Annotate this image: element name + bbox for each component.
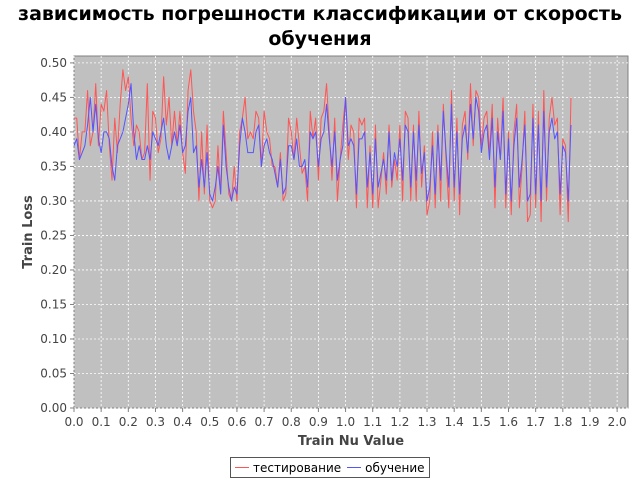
y-tick-label: 0.35 — [40, 159, 67, 173]
y-axis-label: Train Loss — [21, 195, 36, 269]
y-tick-label: 0.25 — [40, 228, 67, 242]
legend: тестирование обучение — [230, 457, 430, 478]
y-tick-label: 0.40 — [40, 125, 67, 139]
x-tick-label: 0.8 — [282, 415, 301, 429]
x-tick-label: 1.7 — [526, 415, 545, 429]
x-tick-label: 1.1 — [363, 415, 382, 429]
x-tick-label: 0.9 — [309, 415, 328, 429]
x-tick-label: 1.9 — [580, 415, 599, 429]
axes: 0.00 0.05 0.10 0.15 0.20 0.25 0.30 0.35 0.40 0.45… — [40, 56, 626, 429]
legend-swatch-train — [347, 467, 362, 468]
x-tick-label: 0.3 — [146, 415, 165, 429]
y-tick-label: 0.20 — [40, 263, 67, 277]
chart-title: зависимость погрешности классификации от… — [18, 3, 622, 50]
x-tick-label: 2.0 — [608, 415, 627, 429]
x-tick-label: 1.8 — [553, 415, 572, 429]
series-line-0 — [74, 69, 572, 223]
series-line-1 — [73, 83, 572, 202]
x-tick-label: 1.5 — [472, 415, 491, 429]
x-tick-label: 0.5 — [200, 415, 219, 429]
x-tick-label: 0.4 — [173, 415, 192, 429]
y-tick-label: 0.05 — [40, 366, 67, 380]
x-tick-label: 1.0 — [336, 415, 355, 429]
legend-item-train: обучение — [347, 460, 425, 475]
series-layer — [73, 69, 572, 223]
legend-label-train: обучение — [365, 460, 425, 475]
y-tick-label: 0.30 — [40, 194, 67, 208]
x-tick-label: 1.4 — [445, 415, 464, 429]
legend-label-test: тестирование — [253, 460, 342, 475]
x-tick-label: 1.6 — [499, 415, 518, 429]
x-tick-label: 0.6 — [227, 415, 246, 429]
x-tick-label: 1.3 — [417, 415, 436, 429]
x-tick-label: 0.2 — [119, 415, 138, 429]
x-tick-label: 0.1 — [92, 415, 111, 429]
y-tick-label: 0.50 — [40, 56, 67, 70]
y-tick-label: 0.00 — [40, 401, 67, 415]
legend-swatch-test — [235, 467, 249, 468]
y-tick-label: 0.10 — [40, 332, 67, 346]
plot-area — [73, 55, 629, 409]
x-tick-label: 0.0 — [64, 415, 83, 429]
x-tick-label: 1.2 — [390, 415, 409, 429]
legend-item-test: тестирование — [235, 461, 341, 475]
x-axis-label: Train Nu Value — [298, 434, 404, 449]
y-tick-label: 0.15 — [40, 297, 67, 311]
x-tick-label: 0.7 — [255, 415, 274, 429]
y-tick-label: 0.45 — [40, 90, 67, 104]
